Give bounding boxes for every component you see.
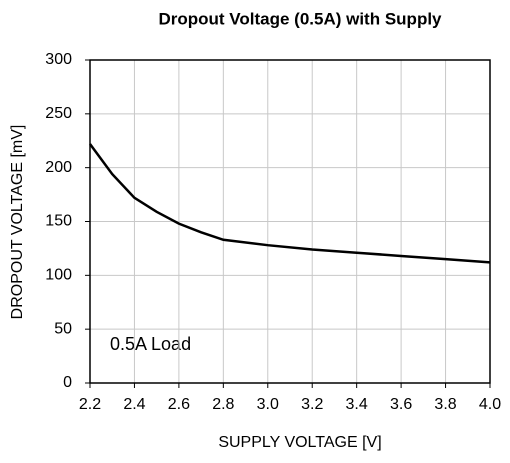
x-tick-label: 2.4 <box>123 396 145 413</box>
annotation: 0.5A Load <box>110 334 191 354</box>
y-tick-label: 50 <box>54 320 72 337</box>
x-tick-label: 2.8 <box>212 396 234 413</box>
y-tick-label: 100 <box>45 267 72 284</box>
plot-frame <box>89 59 491 384</box>
x-tick-label: 2.6 <box>168 396 190 413</box>
y-axis-label: DROPOUT VOLTAGE [mV] <box>9 125 26 320</box>
data-line <box>88 143 491 264</box>
chart-title: Dropout Voltage (0.5A) with Supply <box>158 9 442 28</box>
x-tick-label: 3.8 <box>434 396 456 413</box>
y-tick-label: 300 <box>45 51 72 68</box>
x-tick-label: 4.0 <box>479 396 501 413</box>
x-tick-label: 3.4 <box>346 396 368 413</box>
x-tick-label: 2.2 <box>79 396 101 413</box>
y-tick-label: 150 <box>45 213 72 230</box>
x-tick-label: 3.2 <box>301 396 323 413</box>
x-axis-label: SUPPLY VOLTAGE [V] <box>218 434 381 451</box>
y-tick-label: 250 <box>45 105 72 122</box>
x-tick-label: 3.0 <box>257 396 279 413</box>
y-tick-label: 200 <box>45 159 72 176</box>
y-tick-label: 0 <box>63 374 72 391</box>
x-tick-label: 3.6 <box>390 396 412 413</box>
